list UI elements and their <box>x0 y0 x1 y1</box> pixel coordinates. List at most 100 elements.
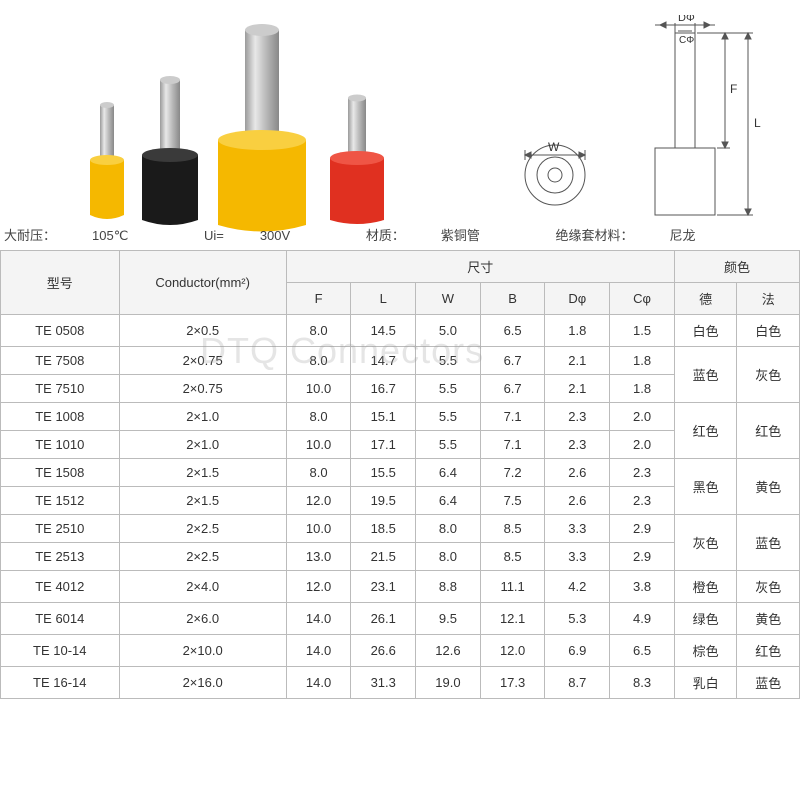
cell-model: TE 16-14 <box>1 667 120 699</box>
cell-D: 3.3 <box>545 543 610 571</box>
cell-model: TE 7508 <box>1 347 120 375</box>
cell-color-fa: 红色 <box>737 403 800 459</box>
top-section: W <box>0 0 800 250</box>
cell-model: TE 1508 <box>1 459 120 487</box>
cell-color-de: 红色 <box>674 403 737 459</box>
cell-C: 1.8 <box>610 347 675 375</box>
cell-D: 1.8 <box>545 315 610 347</box>
dim-label-C: CΦ <box>679 35 694 46</box>
th-W: W <box>416 283 481 315</box>
cell-C: 1.5 <box>610 315 675 347</box>
cell-conductor: 2×2.5 <box>119 543 286 571</box>
cell-C: 2.0 <box>610 431 675 459</box>
cell-model: TE 1512 <box>1 487 120 515</box>
cell-B: 17.3 <box>480 667 545 699</box>
cell-conductor: 2×0.5 <box>119 315 286 347</box>
cell-D: 4.2 <box>545 571 610 603</box>
cell-W: 5.5 <box>416 403 481 431</box>
cell-W: 5.5 <box>416 375 481 403</box>
cell-B: 6.7 <box>480 375 545 403</box>
cell-model: TE 1008 <box>1 403 120 431</box>
cell-F: 10.0 <box>286 375 351 403</box>
cell-C: 2.9 <box>610 515 675 543</box>
cell-conductor: 2×2.5 <box>119 515 286 543</box>
cell-D: 2.3 <box>545 403 610 431</box>
cell-color-fa: 白色 <box>737 315 800 347</box>
cell-L: 19.5 <box>351 487 416 515</box>
cell-C: 8.3 <box>610 667 675 699</box>
cell-W: 8.0 <box>416 543 481 571</box>
cell-color-fa: 蓝色 <box>737 515 800 571</box>
cell-C: 2.0 <box>610 403 675 431</box>
table-row: TE 40122×4.012.023.18.811.14.23.8橙色灰色 <box>1 571 800 603</box>
th-F: F <box>286 283 351 315</box>
cell-B: 12.1 <box>480 603 545 635</box>
cell-B: 7.5 <box>480 487 545 515</box>
th-Dphi: Dφ <box>545 283 610 315</box>
cell-F: 8.0 <box>286 403 351 431</box>
cell-color-de: 橙色 <box>674 571 737 603</box>
cell-C: 2.3 <box>610 487 675 515</box>
cell-W: 6.4 <box>416 487 481 515</box>
table-row: TE 05082×0.58.014.55.06.51.81.5白色白色 <box>1 315 800 347</box>
cell-F: 10.0 <box>286 515 351 543</box>
cell-conductor: 2×1.5 <box>119 487 286 515</box>
cell-L: 16.7 <box>351 375 416 403</box>
cell-L: 15.1 <box>351 403 416 431</box>
cell-color-de: 乳白 <box>674 667 737 699</box>
cell-D: 6.9 <box>545 635 610 667</box>
cell-D: 2.3 <box>545 431 610 459</box>
table-row: TE 15082×1.58.015.56.47.22.62.3黑色黄色 <box>1 459 800 487</box>
cell-L: 14.5 <box>351 315 416 347</box>
th-Cphi: Cφ <box>610 283 675 315</box>
cell-L: 14.7 <box>351 347 416 375</box>
dim-label-L: L <box>754 116 761 130</box>
cell-W: 8.0 <box>416 515 481 543</box>
cell-F: 14.0 <box>286 603 351 635</box>
cell-L: 31.3 <box>351 667 416 699</box>
cell-model: TE 1010 <box>1 431 120 459</box>
cell-B: 8.5 <box>480 543 545 571</box>
cell-conductor: 2×1.0 <box>119 431 286 459</box>
cell-B: 7.1 <box>480 431 545 459</box>
cell-model: TE 6014 <box>1 603 120 635</box>
cell-conductor: 2×16.0 <box>119 667 286 699</box>
cell-W: 9.5 <box>416 603 481 635</box>
th-model: 型号 <box>1 251 120 315</box>
cell-color-de: 蓝色 <box>674 347 737 403</box>
cell-model: TE 4012 <box>1 571 120 603</box>
cell-D: 8.7 <box>545 667 610 699</box>
cell-C: 6.5 <box>610 635 675 667</box>
cell-conductor: 2×6.0 <box>119 603 286 635</box>
cell-conductor: 2×0.75 <box>119 375 286 403</box>
cell-D: 2.1 <box>545 347 610 375</box>
cell-C: 2.3 <box>610 459 675 487</box>
table-row: TE 10-142×10.014.026.612.612.06.96.5棕色红色 <box>1 635 800 667</box>
cell-D: 2.6 <box>545 487 610 515</box>
cell-F: 12.0 <box>286 487 351 515</box>
cell-C: 3.8 <box>610 571 675 603</box>
cell-D: 3.3 <box>545 515 610 543</box>
cell-C: 1.8 <box>610 375 675 403</box>
cell-color-fa: 蓝色 <box>737 667 800 699</box>
cell-W: 12.6 <box>416 635 481 667</box>
cell-F: 13.0 <box>286 543 351 571</box>
cell-F: 14.0 <box>286 667 351 699</box>
cell-C: 2.9 <box>610 543 675 571</box>
table-row: TE 60142×6.014.026.19.512.15.34.9绿色黄色 <box>1 603 800 635</box>
cell-D: 2.1 <box>545 375 610 403</box>
th-dimensions: 尺寸 <box>286 251 674 283</box>
th-de: 德 <box>674 283 737 315</box>
cell-model: TE 7510 <box>1 375 120 403</box>
cell-conductor: 2×0.75 <box>119 347 286 375</box>
th-L: L <box>351 283 416 315</box>
th-fa: 法 <box>737 283 800 315</box>
cell-conductor: 2×4.0 <box>119 571 286 603</box>
cell-L: 18.5 <box>351 515 416 543</box>
cell-color-fa: 黄色 <box>737 459 800 515</box>
cell-L: 26.6 <box>351 635 416 667</box>
dim-label-D: DΦ <box>678 15 695 24</box>
th-conductor: Conductor(mm²) <box>119 251 286 315</box>
cell-F: 8.0 <box>286 347 351 375</box>
cell-B: 8.5 <box>480 515 545 543</box>
